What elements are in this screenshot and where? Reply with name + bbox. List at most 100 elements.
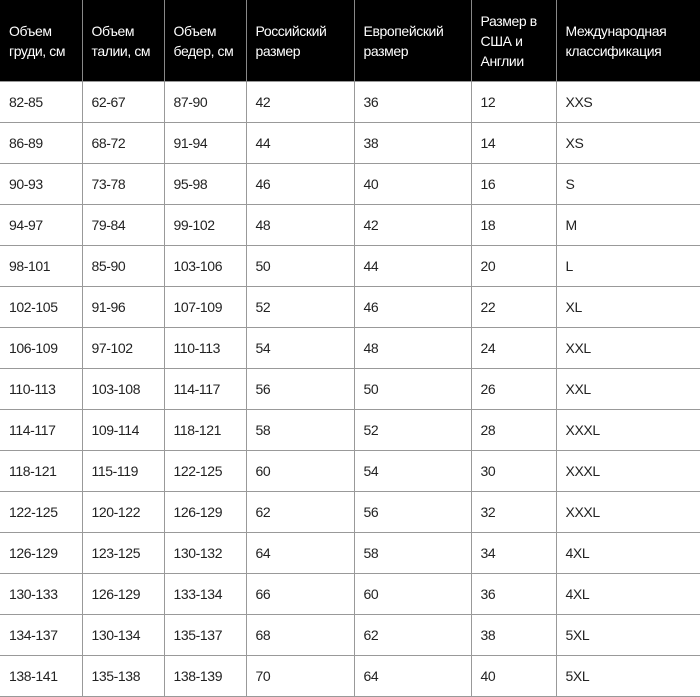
table-row: 82-85 62-67 87-90 42 36 12 XXS — [0, 81, 700, 123]
cell-us-uk-size: 12 — [470, 81, 557, 123]
table-row: 122-125 120-122 126-129 62 56 32 XXXL — [0, 491, 700, 533]
cell-waist: 91-96 — [81, 286, 165, 328]
cell-european-size: 46 — [353, 286, 472, 328]
cell-us-uk-size: 14 — [470, 122, 557, 164]
cell-european-size: 42 — [353, 204, 472, 246]
cell-hips: 114-117 — [163, 368, 247, 410]
cell-european-size: 52 — [353, 409, 472, 451]
cell-russian-size: 64 — [245, 532, 355, 574]
cell-waist: 73-78 — [81, 163, 165, 205]
cell-russian-size: 68 — [245, 614, 355, 656]
column-header-chest: Объем груди, см — [0, 0, 82, 82]
table-row: 98-101 85-90 103-106 50 44 20 L — [0, 245, 700, 287]
cell-chest: 102-105 — [0, 286, 83, 328]
cell-international-size: M — [555, 204, 700, 246]
cell-hips: 135-137 — [163, 614, 247, 656]
cell-russian-size: 60 — [245, 450, 355, 492]
cell-russian-size: 70 — [245, 655, 355, 697]
cell-us-uk-size: 32 — [470, 491, 557, 533]
cell-waist: 120-122 — [81, 491, 165, 533]
cell-hips: 130-132 — [163, 532, 247, 574]
cell-chest: 94-97 — [0, 204, 83, 246]
cell-waist: 79-84 — [81, 204, 165, 246]
cell-russian-size: 66 — [245, 573, 355, 615]
cell-waist: 135-138 — [81, 655, 165, 697]
cell-us-uk-size: 30 — [470, 450, 557, 492]
cell-hips: 103-106 — [163, 245, 247, 287]
cell-hips: 110-113 — [163, 327, 247, 369]
table-row: 86-89 68-72 91-94 44 38 14 XS — [0, 122, 700, 164]
cell-chest: 134-137 — [0, 614, 83, 656]
cell-us-uk-size: 36 — [470, 573, 557, 615]
header-row: Объем груди, см Объем талии, см Объем беде… — [0, 0, 700, 82]
cell-russian-size: 44 — [245, 122, 355, 164]
cell-european-size: 44 — [353, 245, 472, 287]
cell-hips: 91-94 — [163, 122, 247, 164]
cell-european-size: 54 — [353, 450, 472, 492]
cell-european-size: 38 — [353, 122, 472, 164]
cell-hips: 95-98 — [163, 163, 247, 205]
cell-international-size: XL — [555, 286, 700, 328]
cell-chest: 138-141 — [0, 655, 83, 697]
cell-european-size: 60 — [353, 573, 472, 615]
cell-russian-size: 62 — [245, 491, 355, 533]
cell-international-size: L — [555, 245, 700, 287]
cell-international-size: XXXL — [555, 409, 700, 451]
cell-hips: 87-90 — [163, 81, 247, 123]
cell-international-size: 5XL — [555, 614, 700, 656]
cell-chest: 126-129 — [0, 532, 83, 574]
cell-russian-size: 46 — [245, 163, 355, 205]
cell-us-uk-size: 28 — [470, 409, 557, 451]
cell-chest: 90-93 — [0, 163, 83, 205]
column-header-european-size: Европейский размер — [353, 0, 471, 82]
table-row: 106-109 97-102 110-113 54 48 24 XXL — [0, 327, 700, 369]
cell-us-uk-size: 34 — [470, 532, 557, 574]
cell-us-uk-size: 16 — [470, 163, 557, 205]
cell-waist: 85-90 — [81, 245, 165, 287]
cell-us-uk-size: 20 — [470, 245, 557, 287]
cell-hips: 126-129 — [163, 491, 247, 533]
cell-hips: 99-102 — [163, 204, 247, 246]
column-header-us-uk-size: Размер в США и Англии — [470, 0, 556, 82]
cell-russian-size: 58 — [245, 409, 355, 451]
cell-us-uk-size: 38 — [470, 614, 557, 656]
cell-us-uk-size: 22 — [470, 286, 557, 328]
cell-international-size: XS — [555, 122, 700, 164]
cell-chest: 114-117 — [0, 409, 83, 451]
cell-us-uk-size: 18 — [470, 204, 557, 246]
cell-russian-size: 56 — [245, 368, 355, 410]
cell-hips: 107-109 — [163, 286, 247, 328]
cell-international-size: S — [555, 163, 700, 205]
cell-waist: 115-119 — [81, 450, 165, 492]
cell-russian-size: 52 — [245, 286, 355, 328]
table-row: 126-129 123-125 130-132 64 58 34 4XL — [0, 532, 700, 574]
cell-waist: 68-72 — [81, 122, 165, 164]
column-header-hips: Объем бедер, см — [163, 0, 246, 82]
cell-international-size: 5XL — [555, 655, 700, 697]
cell-european-size: 50 — [353, 368, 472, 410]
cell-waist: 126-129 — [81, 573, 165, 615]
cell-chest: 122-125 — [0, 491, 83, 533]
cell-european-size: 40 — [353, 163, 472, 205]
cell-chest: 130-133 — [0, 573, 83, 615]
cell-russian-size: 48 — [245, 204, 355, 246]
cell-chest: 118-121 — [0, 450, 83, 492]
cell-chest: 86-89 — [0, 122, 83, 164]
cell-waist: 109-114 — [81, 409, 165, 451]
cell-waist: 103-108 — [81, 368, 165, 410]
cell-european-size: 58 — [353, 532, 472, 574]
table-row: 134-137 130-134 135-137 68 62 38 5XL — [0, 614, 700, 656]
cell-hips: 122-125 — [163, 450, 247, 492]
cell-european-size: 62 — [353, 614, 472, 656]
cell-us-uk-size: 40 — [470, 655, 557, 697]
table-row: 138-141 135-138 138-139 70 64 40 5XL — [0, 655, 700, 697]
table-row: 102-105 91-96 107-109 52 46 22 XL — [0, 286, 700, 328]
cell-european-size: 36 — [353, 81, 472, 123]
cell-chest: 98-101 — [0, 245, 83, 287]
table-row: 94-97 79-84 99-102 48 42 18 M — [0, 204, 700, 246]
cell-waist: 62-67 — [81, 81, 165, 123]
cell-chest: 82-85 — [0, 81, 83, 123]
cell-international-size: XXXL — [555, 491, 700, 533]
cell-waist: 123-125 — [81, 532, 165, 574]
